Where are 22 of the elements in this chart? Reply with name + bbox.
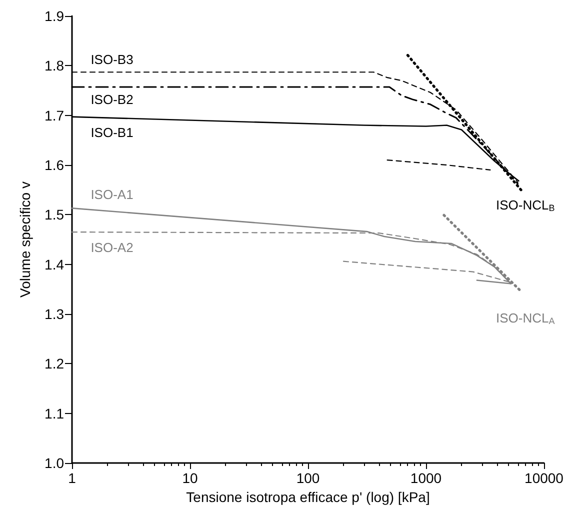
y-tick-label: 1.7 [44, 107, 64, 124]
x-tick-label: 10000 [524, 470, 564, 486]
y-tick-label: 1.4 [44, 256, 64, 272]
x-axis-title: Tensione isotropa efficace p' (log) [kPa] [186, 488, 430, 505]
y-tick-label: 1.5 [44, 206, 64, 223]
x-tick-label: 1 [68, 470, 76, 486]
series-label: ISO-B1 [90, 124, 134, 140]
x-tick-label: 1000 [410, 470, 442, 486]
y-tick-label: 1.8 [44, 58, 64, 74]
y-tick-label: 1.2 [44, 356, 64, 372]
series-label: ISO-A1 [90, 187, 134, 202]
x-tick-label: 100 [296, 470, 320, 486]
y-tick-label: 1.3 [44, 306, 64, 322]
y-tick-label: 1.0 [44, 455, 64, 471]
series-label: ISO-A2 [90, 240, 134, 256]
y-tick-label: 1.9 [44, 8, 64, 24]
y-tick-label: 1.6 [44, 157, 64, 173]
series-label: ISO-B2 [90, 92, 134, 108]
series-label: ISO-B3 [90, 52, 134, 68]
y-axis-title: Volume specifico v [17, 182, 33, 298]
x-tick-label: 10 [182, 470, 198, 486]
y-tick-label: 1.1 [44, 405, 64, 422]
